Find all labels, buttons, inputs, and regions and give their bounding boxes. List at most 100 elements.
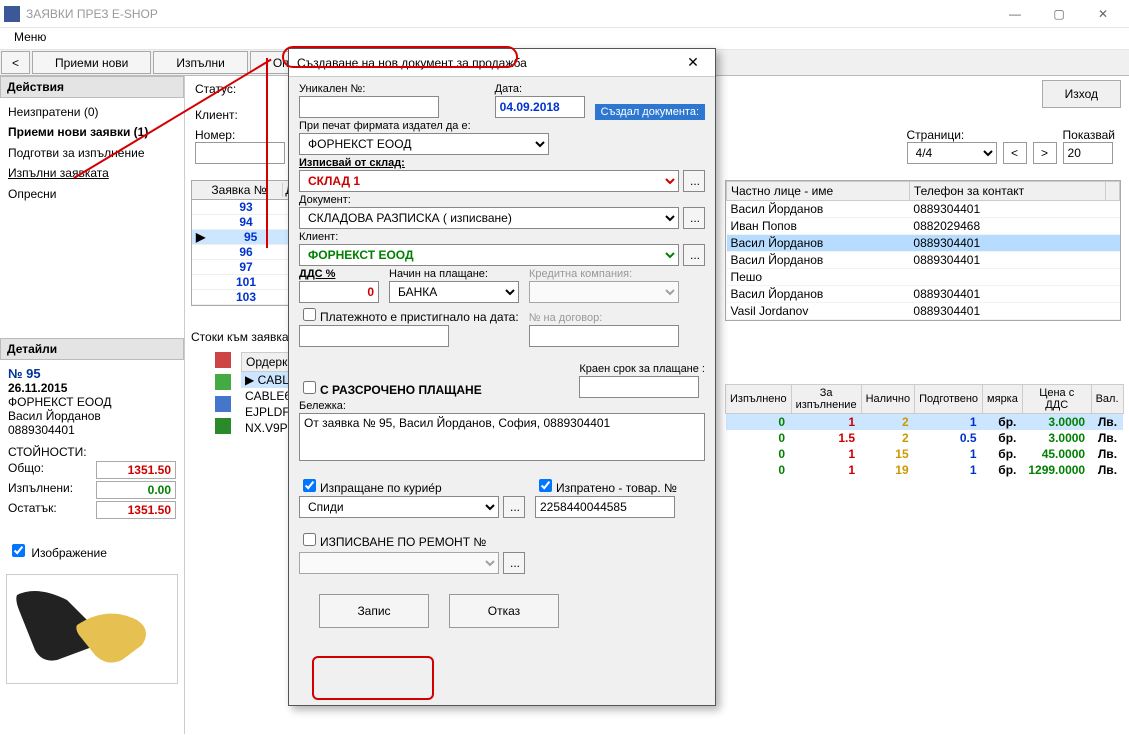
cancel-button[interactable]: Отказ: [449, 594, 559, 628]
vat-input[interactable]: [299, 281, 379, 303]
print-firm-select[interactable]: ФОРНЕКСТ ЕООД: [299, 133, 549, 155]
menu-item[interactable]: Меню: [8, 28, 52, 46]
dialog-close-button[interactable]: ✕: [679, 54, 707, 71]
next-page-button[interactable]: >: [1033, 142, 1057, 164]
action-refresh[interactable]: Опресни: [8, 184, 176, 204]
request-row[interactable]: 101: [192, 275, 300, 290]
document-select[interactable]: СКЛАДОВА РАЗПИСКА ( изписване): [299, 207, 679, 229]
client-row[interactable]: Васил Йорданов0889304401: [727, 252, 1120, 269]
unique-label: Уникален №:: [299, 83, 485, 95]
date-label: Дата:: [495, 83, 585, 95]
image-label: Изображение: [31, 546, 107, 560]
show-input[interactable]: [1063, 142, 1113, 164]
shipped-checkbox[interactable]: [539, 479, 552, 492]
exit-button[interactable]: Изход: [1042, 80, 1121, 108]
pages-label: Страници:: [907, 128, 993, 142]
app-icon: [4, 6, 20, 22]
annotation-save-rect: [312, 656, 434, 700]
document-browse-button[interactable]: ...: [683, 207, 705, 229]
payment-label: Начин на плащане:: [389, 268, 519, 280]
note-input[interactable]: [299, 413, 705, 461]
repair-label: ИЗПИСВАНЕ ПО РЕМОНТ №: [320, 535, 486, 549]
client-label: Клиент:: [195, 108, 238, 122]
execute-button[interactable]: Изпълни: [153, 51, 247, 74]
warehouse-select[interactable]: СКЛАД 1: [299, 170, 679, 192]
payment-received-checkbox[interactable]: [303, 308, 316, 321]
show-label: Показвай: [1063, 128, 1115, 142]
clients-table: Частно лице - име Телефон за контакт Вас…: [725, 180, 1121, 321]
accept-new-button[interactable]: Приеми нови: [32, 51, 151, 74]
prodnum-col: Вал.: [1091, 385, 1123, 414]
payment-select[interactable]: БАНКА: [389, 281, 519, 303]
create-document-dialog: Създаване на нов документ за продажба ✕ …: [288, 48, 716, 706]
client-row[interactable]: Пешо: [727, 269, 1120, 286]
client-browse-button[interactable]: ...: [683, 244, 705, 266]
client-row[interactable]: Vasil Jordanov0889304401: [727, 303, 1120, 320]
request-row[interactable]: 94: [192, 215, 300, 230]
client-row[interactable]: Васил Йорданов0889304401: [727, 201, 1120, 218]
annotation-title-oval: [282, 46, 518, 68]
prodnum-col: Изпълнено: [726, 385, 792, 414]
save-button[interactable]: Запис: [319, 594, 429, 628]
client-select[interactable]: ФОРНЕКСТ ЕООД: [299, 244, 679, 266]
prodnum-col: Подготвено: [915, 385, 983, 414]
clients-col-name: Частно лице - име: [727, 182, 910, 201]
total-label: Общо:: [8, 461, 44, 479]
shipped-input[interactable]: [535, 496, 675, 518]
unique-input[interactable]: [299, 96, 439, 118]
detail-firm: ФОРНЕКСТ ЕООД: [8, 395, 176, 409]
maximize-button[interactable]: ▢: [1037, 0, 1081, 28]
courier-select[interactable]: Спиди: [299, 496, 499, 518]
prodnum-col: мярка: [983, 385, 1023, 414]
date-input[interactable]: [495, 96, 585, 118]
request-row[interactable]: ▶95: [192, 230, 300, 245]
detail-date: 26.11.2015: [8, 381, 176, 395]
image-preview: [6, 574, 178, 684]
courier-checkbox[interactable]: [303, 479, 316, 492]
client-row[interactable]: Васил Йорданов0889304401: [727, 286, 1120, 303]
courier-browse-button[interactable]: ...: [503, 496, 525, 518]
pages-select[interactable]: 4/4: [907, 142, 997, 164]
vat-label: ДДС %: [299, 268, 379, 280]
minimize-button[interactable]: —: [993, 0, 1037, 28]
note-label: Бележка:: [299, 400, 705, 412]
close-button[interactable]: ✕: [1081, 0, 1125, 28]
prev-page-button[interactable]: <: [1003, 142, 1027, 164]
prodnum-row: 01151бр.45.0000Лв.: [726, 446, 1124, 462]
deferred-checkbox[interactable]: [303, 381, 316, 394]
warehouse-label: Изписвай от склад:: [299, 157, 705, 169]
payment-date-input: [299, 325, 449, 347]
refresh-icon[interactable]: [215, 374, 231, 390]
prodnum-row: 0121бр.3.0000Лв.: [726, 414, 1124, 431]
client-row[interactable]: Иван Попов0882029468: [727, 218, 1120, 235]
action-prepare[interactable]: Подготви за изпълнение: [8, 143, 176, 163]
remaining-label: Остатък:: [8, 501, 57, 519]
product-action-icons: [215, 352, 235, 440]
nomer-input[interactable]: [195, 142, 285, 164]
courier-label: Изпращане по курие́р: [320, 481, 442, 495]
prodnum-col: Налично: [861, 385, 915, 414]
client-dlg-label: Клиент:: [299, 231, 705, 243]
warehouse-browse-button[interactable]: ...: [683, 170, 705, 192]
client-row[interactable]: Васил Йорданов0889304401: [727, 235, 1120, 252]
print-firm-label: При печат фирмата издател да е:: [299, 120, 705, 132]
action-unsent[interactable]: Неизпратени (0): [8, 102, 176, 122]
total-value: 1351.50: [96, 461, 176, 479]
repair-browse-button[interactable]: ...: [503, 552, 525, 574]
image-checkbox[interactable]: [12, 544, 25, 557]
request-row[interactable]: 103: [192, 290, 300, 305]
request-row[interactable]: 93: [192, 200, 300, 215]
export-icon[interactable]: [215, 352, 231, 368]
clients-col-phone: Телефон за контакт: [909, 182, 1105, 201]
shipped-label: Изпратено - товар. №: [556, 481, 677, 495]
request-row[interactable]: 97: [192, 260, 300, 275]
repair-checkbox[interactable]: [303, 533, 316, 546]
detail-values-label: СТОЙНОСТИ:: [8, 445, 176, 459]
title-bar: ЗАЯВКИ ПРЕЗ E-SHOP — ▢ ✕: [0, 0, 1129, 28]
payment-received-label: Платежното е пристигнало на дата:: [320, 310, 519, 324]
request-row[interactable]: 96: [192, 245, 300, 260]
detail-phone: 0889304401: [8, 423, 176, 437]
excel-icon[interactable]: [215, 418, 231, 434]
grid-icon[interactable]: [215, 396, 231, 412]
back-button[interactable]: <: [1, 51, 30, 74]
